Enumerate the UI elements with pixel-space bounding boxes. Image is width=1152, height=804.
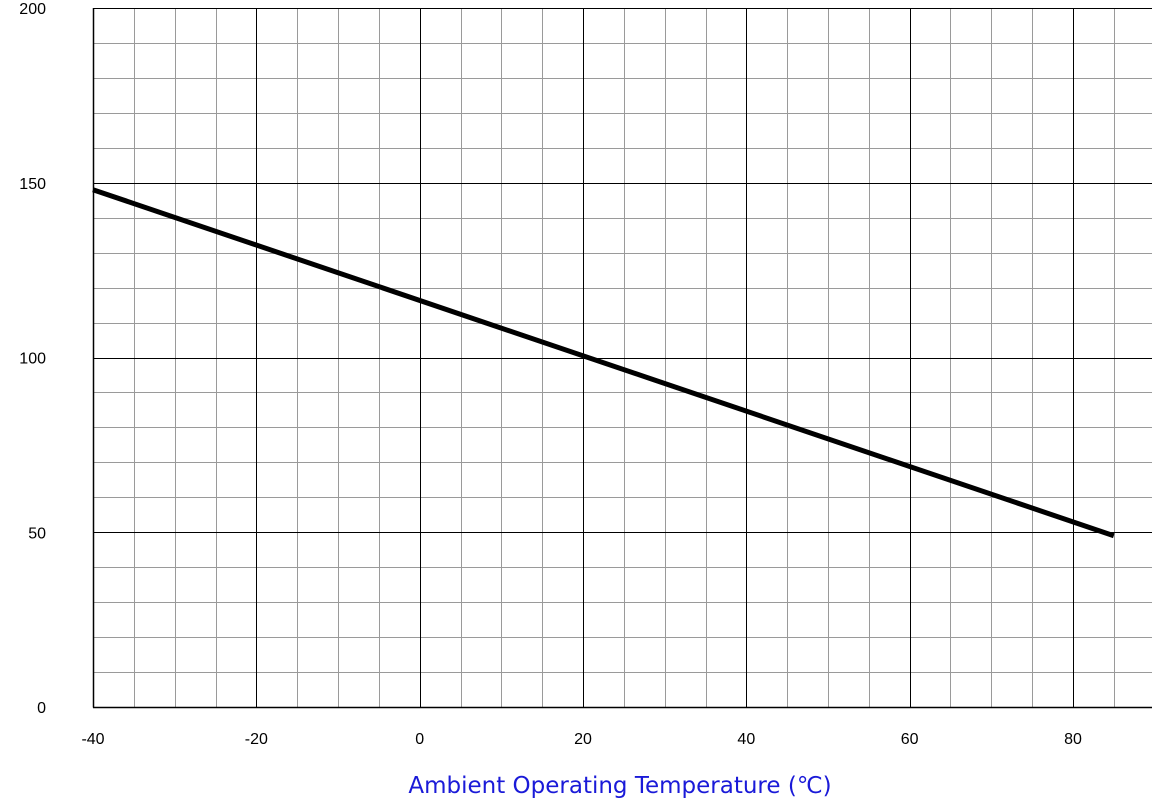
- y-tick-label: 100: [19, 351, 46, 368]
- y-axis-ticks: 0 50 100 150 200: [19, 1, 46, 717]
- plot-frame: [92, 8, 1152, 709]
- x-axis-ticks: -40 -20 0 20 40 60 80: [81, 731, 1082, 748]
- y-tick-label: 50: [28, 525, 46, 542]
- x-tick-label: 0: [415, 731, 424, 748]
- y-tick-label: 200: [19, 1, 46, 18]
- y-tick-label: 150: [19, 176, 46, 193]
- x-tick-label: -40: [81, 731, 104, 748]
- x-axis-title: Ambient Operating Temperature (℃): [408, 773, 831, 799]
- x-tick-label: 60: [901, 731, 919, 748]
- x-tick-label: -20: [245, 731, 268, 748]
- series-layer: [92, 187, 1115, 539]
- x-tick-label: 80: [1064, 731, 1082, 748]
- x-tick-label: 40: [737, 731, 755, 748]
- minor-grid: [93, 8, 1152, 707]
- y-tick-label: 0: [37, 700, 46, 717]
- series-line: [92, 187, 1115, 539]
- x-tick-label: 20: [574, 731, 592, 748]
